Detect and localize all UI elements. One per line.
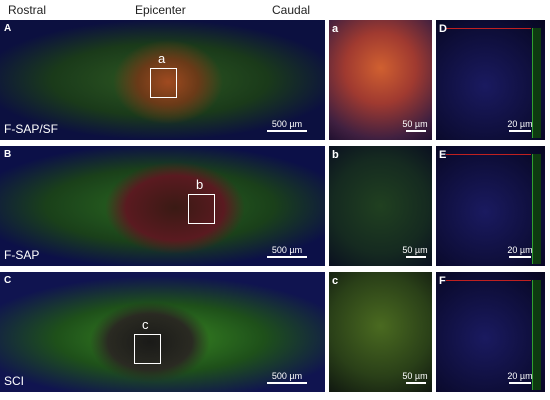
panel-letter: b (332, 149, 339, 161)
panel-letter: a (332, 23, 339, 35)
overview-image: A F-SAP/SF a 500 µm (0, 20, 325, 140)
condition-label: F-SAP (4, 248, 40, 262)
scale-label: 20 µm (507, 119, 533, 129)
scale-bar (406, 256, 426, 258)
scale-bar (267, 256, 307, 258)
confocal-image: D 20 µm (436, 20, 545, 140)
scale-label: 50 µm (402, 119, 428, 129)
scale-label: 500 µm (271, 119, 303, 129)
panel-letter: B (4, 149, 12, 160)
green-strip (532, 280, 541, 390)
confocal-image: F 20 µm (436, 272, 545, 392)
green-strip (532, 154, 541, 264)
inset-box (188, 194, 215, 224)
scale-bar (509, 130, 531, 132)
red-line (446, 154, 531, 155)
confocal-image: E 20 µm (436, 146, 545, 266)
inset-box (134, 334, 161, 364)
inset-label: c (142, 317, 149, 332)
header-rostral: Rostral (8, 3, 47, 17)
scale-bar (406, 130, 426, 132)
inset-label: b (196, 177, 204, 192)
inset-box (150, 68, 177, 98)
condition-label: F-SAP/SF (4, 122, 59, 136)
scale-label: 500 µm (271, 371, 303, 381)
overview-image: C SCI c 500 µm (0, 272, 325, 392)
red-line (446, 280, 531, 281)
scale-bar (267, 382, 307, 384)
scale-label: 20 µm (507, 245, 533, 255)
inset-image: c 50 µm (329, 272, 432, 392)
panel-letter: E (439, 149, 447, 161)
overview-image: B F-SAP b 500 µm (0, 146, 325, 266)
panel-letter: C (4, 275, 12, 286)
scale-label: 500 µm (271, 245, 303, 255)
scale-label: 50 µm (402, 371, 428, 381)
header-caudal: Caudal (272, 3, 311, 17)
scale-bar (406, 382, 426, 384)
inset-label: a (158, 51, 166, 66)
panel-letter: F (439, 275, 446, 287)
condition-label: SCI (4, 374, 25, 388)
panel-letter: A (4, 23, 12, 34)
scale-bar (267, 130, 307, 132)
red-line (446, 28, 531, 29)
scale-bar (509, 382, 531, 384)
green-strip (532, 28, 541, 138)
scale-bar (509, 256, 531, 258)
scale-label: 50 µm (402, 245, 428, 255)
panel-letter: c (332, 275, 339, 287)
scale-label: 20 µm (507, 371, 533, 381)
inset-image: b 50 µm (329, 146, 432, 266)
header-epicenter: Epicenter (135, 3, 186, 17)
inset-image: a 50 µm (329, 20, 432, 140)
panel-letter: D (439, 23, 447, 35)
